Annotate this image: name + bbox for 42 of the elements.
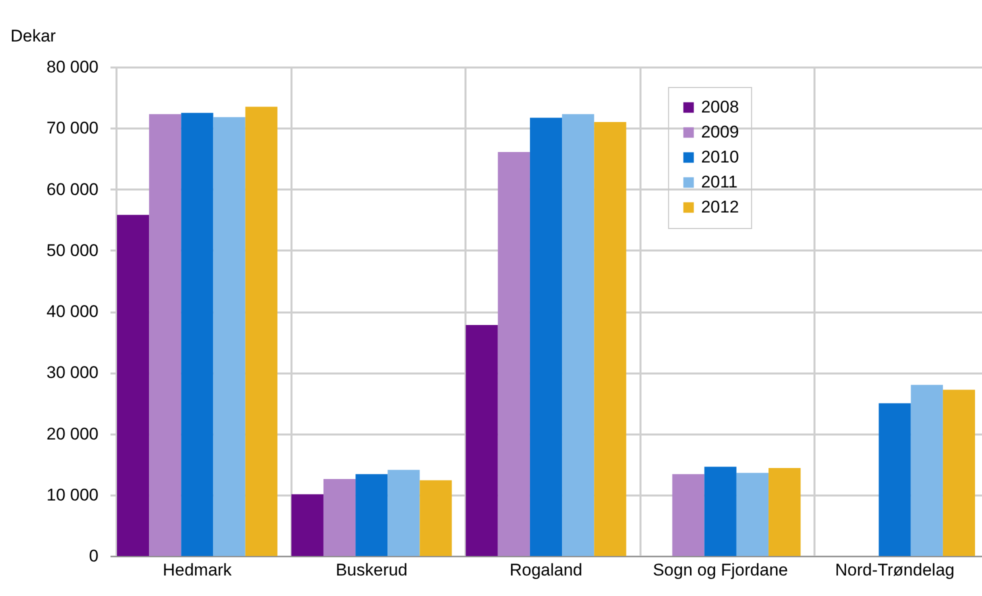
bar [672, 474, 704, 556]
legend-label: 2009 [701, 122, 739, 142]
y-tick-label: 0 [89, 546, 98, 566]
bar [181, 112, 214, 556]
bar [942, 390, 976, 556]
x-tick-label: Buskerud [336, 560, 408, 580]
bar [356, 474, 388, 556]
y-axis-title: Dekar [10, 26, 56, 46]
y-tick-label: 40 000 [46, 302, 98, 321]
bar [878, 403, 911, 556]
bar [910, 384, 943, 556]
y-tick-label: 50 000 [46, 240, 98, 260]
x-tick-label: Nord-Trøndelag [835, 560, 954, 580]
bar [291, 494, 324, 556]
y-tick-label: 20 000 [46, 424, 98, 444]
legend-label: 2010 [701, 148, 739, 166]
legend-label: 2011 [701, 172, 738, 192]
x-tick-label: Sogn og Fjordane [652, 560, 788, 580]
legend-label: 2008 [701, 98, 739, 116]
bar [388, 470, 420, 556]
bar [420, 480, 452, 556]
bar [149, 114, 182, 556]
bar [768, 468, 801, 556]
x-tick-label: Rogaland [510, 560, 582, 580]
y-tick-label: 60 000 [46, 180, 98, 199]
bar [594, 122, 626, 556]
x-tick-label: Hedmark [162, 560, 232, 580]
y-tick-label: 70 000 [46, 118, 98, 138]
y-tick-label: 80 000 [46, 58, 98, 76]
bar [245, 106, 278, 556]
y-tick-label: 30 000 [46, 363, 98, 382]
bar [562, 114, 594, 556]
bar [736, 472, 769, 556]
bar [116, 214, 150, 556]
bar [498, 152, 530, 556]
y-tick-label: 10 000 [46, 485, 98, 504]
bar [530, 118, 562, 556]
bar [213, 117, 246, 556]
bar [323, 478, 356, 556]
bar [466, 324, 498, 556]
legend-label: 2012 [701, 198, 739, 216]
bar [704, 466, 736, 556]
